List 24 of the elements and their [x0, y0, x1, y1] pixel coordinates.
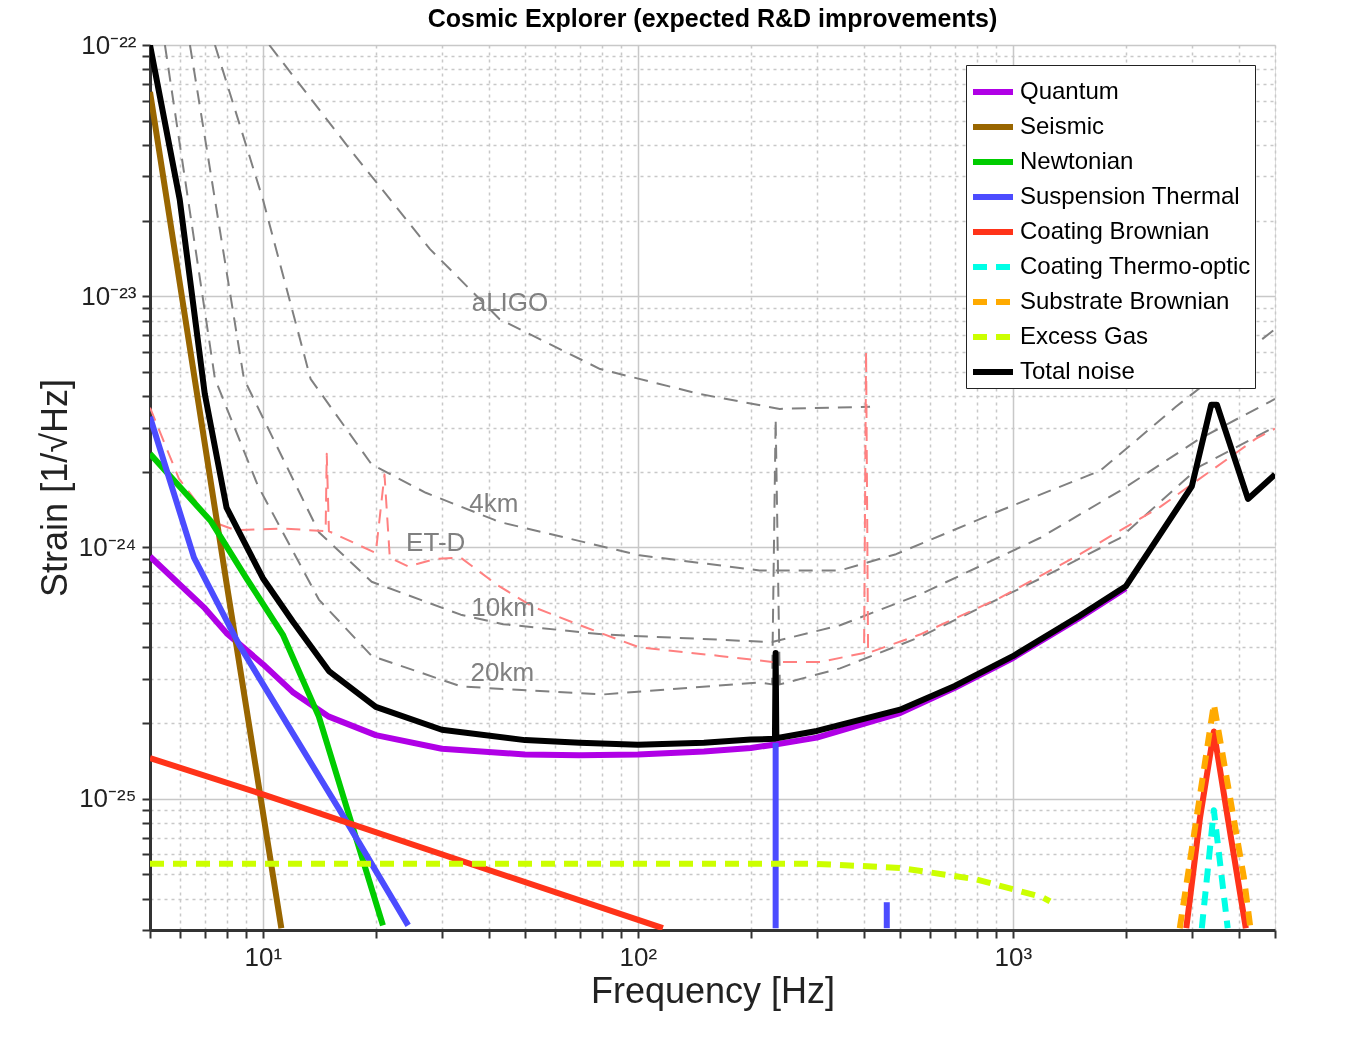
legend-label: Newtonian — [1020, 147, 1134, 174]
legend-label: Coating Brownian — [1020, 217, 1210, 244]
x-axis-title: Frequency [Hz] — [590, 969, 836, 1011]
y-axis-title: Strain [1/√Hz] — [33, 379, 75, 597]
x-tick-label: 10³ — [994, 941, 1033, 972]
annotation: 20km — [470, 657, 535, 688]
legend-label: Quantum — [1020, 77, 1119, 104]
y-tick-label: 10⁻²² — [81, 29, 137, 60]
y-tick-label: 10⁻²⁴ — [78, 531, 137, 562]
legend-label: Total noise — [1020, 357, 1135, 384]
legend-label: Suspension Thermal — [1020, 182, 1240, 209]
legend-label: Seismic — [1020, 112, 1105, 139]
y-tick-label: 10⁻²⁵ — [79, 783, 137, 814]
legend-label: Coating Thermo-optic — [1020, 252, 1251, 279]
annotation: ET-D — [406, 526, 466, 557]
chart-title: Cosmic Explorer (expected R&D improvements) — [427, 4, 998, 32]
x-tick-label: 10² — [619, 941, 658, 972]
legend-label: Excess Gas — [1020, 322, 1149, 349]
y-tick-label: 10⁻²³ — [81, 280, 137, 311]
annotation: 10km — [471, 592, 535, 623]
annotation: aLIGO — [471, 287, 549, 318]
x-tick-label: 10¹ — [244, 941, 283, 972]
legend-label: Substrate Brownian — [1020, 287, 1230, 314]
annotation: 4km — [469, 487, 519, 518]
